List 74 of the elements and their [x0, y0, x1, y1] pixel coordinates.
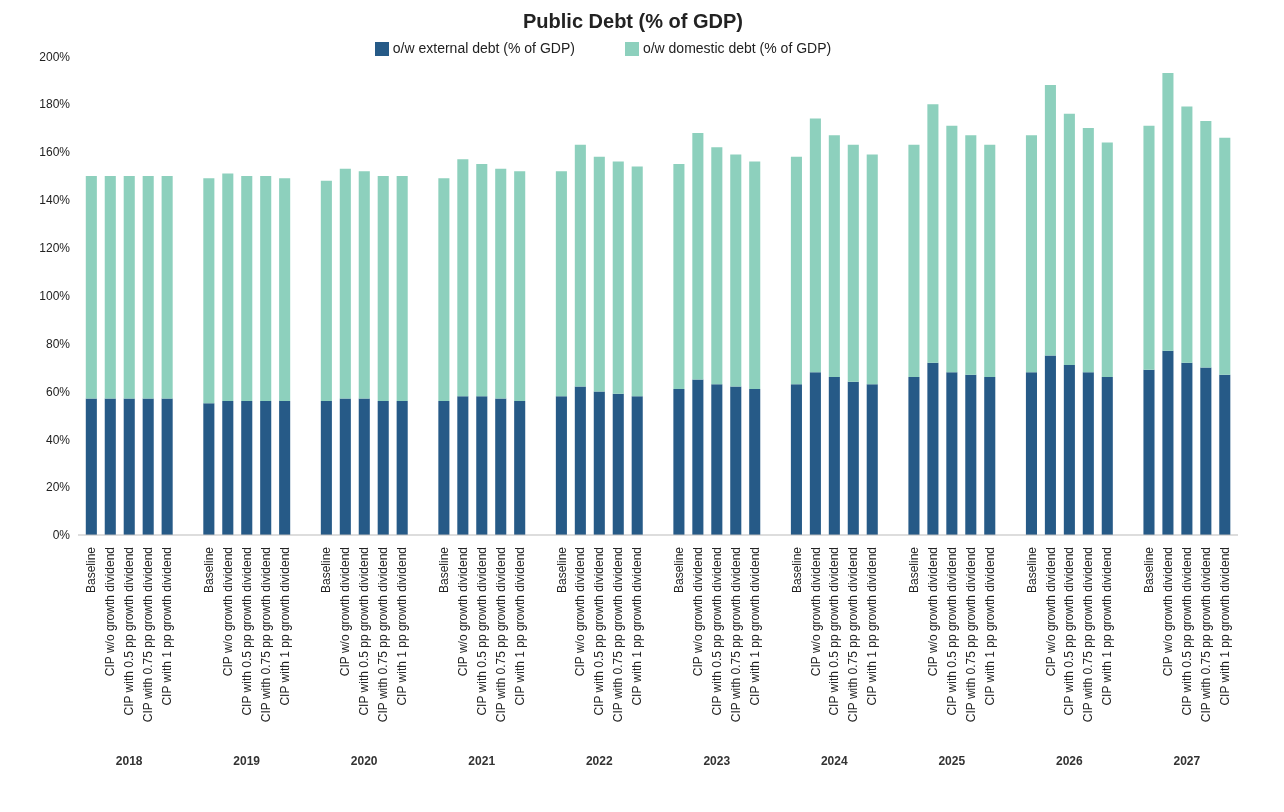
text: 2018: [115, 754, 143, 768]
y-tick-label: 40%: [45, 432, 71, 447]
text: 2020: [350, 754, 378, 768]
text: 2026: [1055, 754, 1083, 768]
x-tick-label: CIP with 1 pp growth dividend: [1100, 547, 1115, 706]
x-tick-label: CIP with 0.75 pp growth dividend: [963, 547, 978, 723]
x-tick-label: CIP with 0.5 pp growth dividend: [1062, 547, 1077, 716]
y-tick-label: 120%: [39, 241, 71, 256]
x-tick-label: CIP w/o growth dividend: [455, 547, 470, 677]
y-tick-label: 100%: [39, 288, 71, 303]
text: 2022: [585, 754, 613, 768]
x-tick-label: CIP w/o growth dividend: [338, 547, 353, 677]
x-tick-label: CIP with 0.5 pp growth dividend: [122, 547, 137, 716]
y-tick-label: 140%: [39, 193, 71, 208]
x-tick-label: Baseline: [672, 546, 687, 594]
x-tick-label: Baseline: [437, 546, 452, 594]
x-tick-label: CIP w/o growth dividend: [103, 547, 118, 677]
chart-title: Public Debt (% of GDP): [522, 10, 744, 33]
x-tick-label: CIP with 1 pp growth dividend: [1217, 547, 1232, 706]
x-tick-label: Baseline: [907, 546, 922, 594]
x-tick-label: CIP with 0.5 pp growth dividend: [239, 547, 254, 716]
text: 2023: [703, 754, 731, 768]
x-tick-label: CIP w/o growth dividend: [220, 547, 235, 677]
text: 2027: [1173, 754, 1201, 768]
y-tick-label: 160%: [39, 145, 71, 160]
x-tick-label: CIP with 0.5 pp growth dividend: [1180, 547, 1195, 716]
x-tick-label: CIP with 1 pp growth dividend: [747, 547, 762, 706]
x-tick-label: CIP with 0.75 pp growth dividend: [728, 547, 743, 723]
x-tick-label: CIP w/o growth dividend: [926, 547, 941, 677]
x-tick-label: CIP with 0.5 pp growth dividend: [944, 547, 959, 716]
x-tick-label: CIP with 0.75 pp growth dividend: [1081, 547, 1096, 723]
y-tick-label: 80%: [45, 336, 71, 351]
x-tick-label: CIP with 0.75 pp growth dividend: [611, 547, 626, 723]
x-tick-label: CIP with 0.5 pp growth dividend: [592, 547, 607, 716]
legend-label: o/w domestic debt (% of GDP): [642, 40, 832, 56]
x-tick-label: CIP with 1 pp growth dividend: [630, 547, 645, 706]
x-tick-label: CIP with 1 pp growth dividend: [160, 547, 175, 706]
y-tick-label: 180%: [39, 97, 71, 112]
x-tick-label: CIP w/o growth dividend: [691, 547, 705, 677]
x-tick-label: CIP w/o growth dividend: [1043, 547, 1058, 677]
text: 2019: [233, 754, 261, 768]
x-tick-label: CIP with 0.75 pp growth dividend: [141, 547, 156, 723]
x-tick-label: CIP with 0.5 pp growth dividend: [357, 547, 372, 716]
x-tick-label: CIP with 1 pp growth dividend: [395, 547, 410, 706]
text: 2025: [938, 754, 966, 768]
x-tick-label: Baseline: [84, 546, 99, 594]
x-tick-label: Baseline: [1142, 546, 1157, 594]
x-tick-label: CIP with 1 pp growth dividend: [982, 547, 997, 706]
x-tick-label: CIP with 0.75 pp growth dividend: [1198, 547, 1213, 723]
x-tick-label: CIP with 0.5 pp growth dividend: [709, 547, 724, 716]
x-tick-label: CIP w/o growth dividend: [808, 547, 823, 677]
y-tick-label: 200%: [39, 49, 71, 64]
legend-label: o/w external debt (% of GDP): [392, 40, 575, 56]
x-tick-label: CIP with 0.75 pp growth dividend: [376, 547, 391, 723]
x-tick-label: CIP with 0.75 pp growth dividend: [258, 547, 273, 723]
y-tick-label: 20%: [45, 480, 71, 495]
y-tick-label: 0%: [52, 528, 71, 543]
x-tick-label: CIP w/o growth dividend: [1161, 547, 1176, 677]
x-tick-label: CIP with 1 pp growth dividend: [277, 547, 292, 706]
x-tick-label: CIP with 0.5 pp growth dividend: [827, 547, 842, 716]
x-tick-label: CIP with 0.5 pp growth dividend: [474, 547, 489, 716]
x-tick-label: Baseline: [1024, 546, 1039, 594]
x-tick-label: CIP with 0.75 pp growth dividend: [846, 547, 861, 723]
y-tick-label: 60%: [45, 384, 71, 399]
x-tick-label: CIP with 0.75 pp growth dividend: [493, 547, 508, 723]
text: 2024: [820, 754, 848, 768]
x-tick-label: CIP with 1 pp growth dividend: [865, 547, 880, 706]
x-tick-label: Baseline: [554, 546, 569, 594]
x-tick-label: CIP w/o growth dividend: [573, 547, 588, 677]
x-tick-label: Baseline: [789, 546, 804, 594]
x-tick-label: Baseline: [319, 546, 334, 594]
text: 2021: [468, 754, 496, 768]
x-tick-label: CIP with 1 pp growth dividend: [512, 547, 527, 706]
x-tick-label: Baseline: [201, 546, 216, 594]
